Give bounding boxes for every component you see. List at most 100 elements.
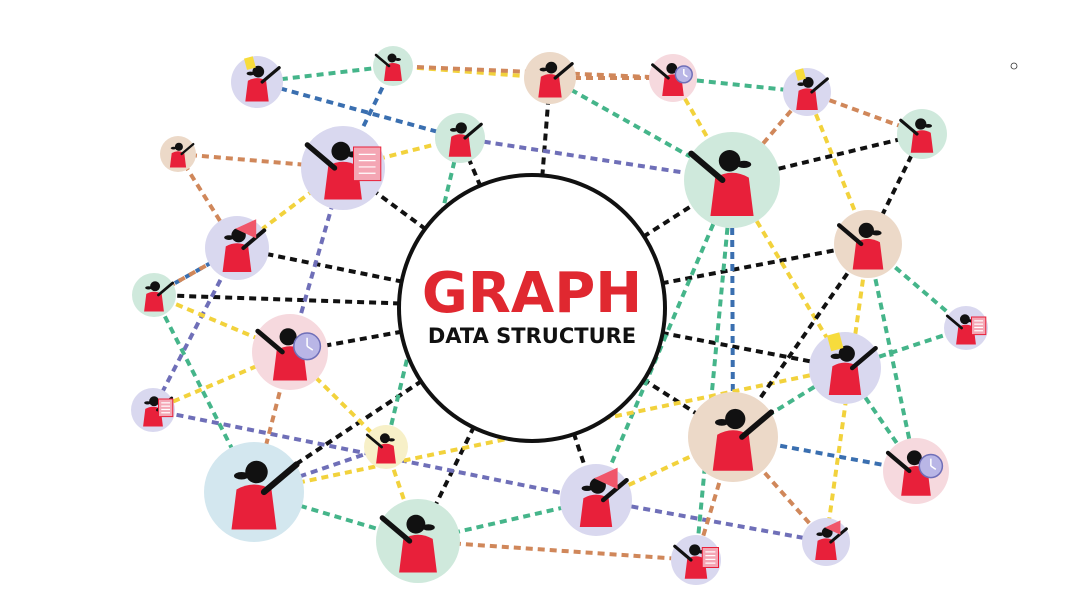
graph-node-person [671,535,721,585]
edge-purple [152,408,597,502]
graph-node-person [131,388,175,432]
edge-black [531,242,869,310]
graph-node-person [160,136,196,172]
clipboard-icon [353,146,382,182]
person-head [666,63,678,74]
person-arm [241,228,267,250]
person-head [252,65,265,78]
person-hair [715,419,729,426]
graph-nodes [131,46,988,585]
graph-node-person [802,518,850,566]
graph-node-person [560,464,632,536]
graph-node-person [204,442,304,542]
person-head [915,118,927,130]
person-body [712,430,754,471]
person-head [545,61,558,74]
person-arm [945,314,963,330]
graph-node-person [205,216,269,280]
person-body [910,130,934,153]
person-hair [145,286,152,290]
person-arm [180,142,195,156]
graph-node-person [684,132,780,228]
person-body [324,161,362,200]
person-head [906,450,922,466]
person-arm [688,150,726,183]
person-body [222,243,252,272]
person-hair [871,230,882,236]
person-head [174,142,183,151]
graph-node-person [132,273,176,317]
graph-node-person [252,314,328,390]
megaphone-icon [824,520,841,535]
person-arm [553,62,574,80]
person-body [538,74,562,98]
clipboard-icon [701,547,719,568]
person-hair [816,532,824,536]
person-body [376,443,396,464]
edge-green [256,64,394,84]
graph-node-person [809,332,881,404]
edge-yellow [288,350,388,449]
person-body [169,151,187,168]
person-hair [422,524,435,531]
edge-green [594,179,734,501]
person-head [149,396,160,407]
clipboard-icon [158,398,174,418]
clock-hand [930,465,937,470]
graph-node-person [834,210,902,278]
person-head [406,514,426,534]
person-head [725,408,746,430]
hub-circle [397,173,667,443]
edge-green [844,326,967,370]
person-body [710,172,754,216]
person-arm [829,527,848,544]
edge-orange [176,152,239,250]
person-body [852,238,884,270]
person-arm [849,345,878,371]
diagram-title: GRAPH [422,261,642,326]
person-head [150,281,161,292]
person-head [379,433,390,444]
megaphone-icon [594,467,618,490]
person-arm [365,433,383,449]
person-body [448,134,472,157]
megaphone-icon [235,219,257,239]
graph-node-person [897,109,947,159]
diagram-subtitle: DATA STRUCTURE [428,324,636,348]
person-arm [374,53,391,68]
person-head [455,122,467,134]
person-body [684,556,708,579]
person-arm [304,142,338,171]
person-head [838,345,855,362]
person-head [689,544,701,556]
graph-node-person [524,52,576,104]
person-body [144,291,164,312]
central-hub-node: GRAPH DATA STRUCTURE [397,173,667,443]
person-head [245,460,268,484]
person-body [245,78,269,102]
edge-black [416,307,534,542]
person-hair [736,160,752,168]
person-hair [830,353,842,359]
person-hair [246,71,255,76]
clipboard-icon [971,316,987,336]
edge-orange [417,539,697,562]
person-hair [539,67,548,72]
graph-node-person [373,46,413,86]
person-body [399,534,437,573]
person-body [231,484,277,530]
person-arm [899,118,919,136]
graph-node-person [364,425,408,469]
person-body [815,538,837,560]
edge-orange [694,436,735,561]
person-arm [836,223,864,247]
graph-node-person [944,306,988,350]
clock-hand [683,73,688,78]
person-head [331,141,351,161]
edge-green [866,243,918,472]
sign-icon [827,332,844,352]
person-arm [255,328,285,355]
graph-node-person [376,499,460,583]
person-hair [170,146,177,150]
edge-green [694,179,734,561]
